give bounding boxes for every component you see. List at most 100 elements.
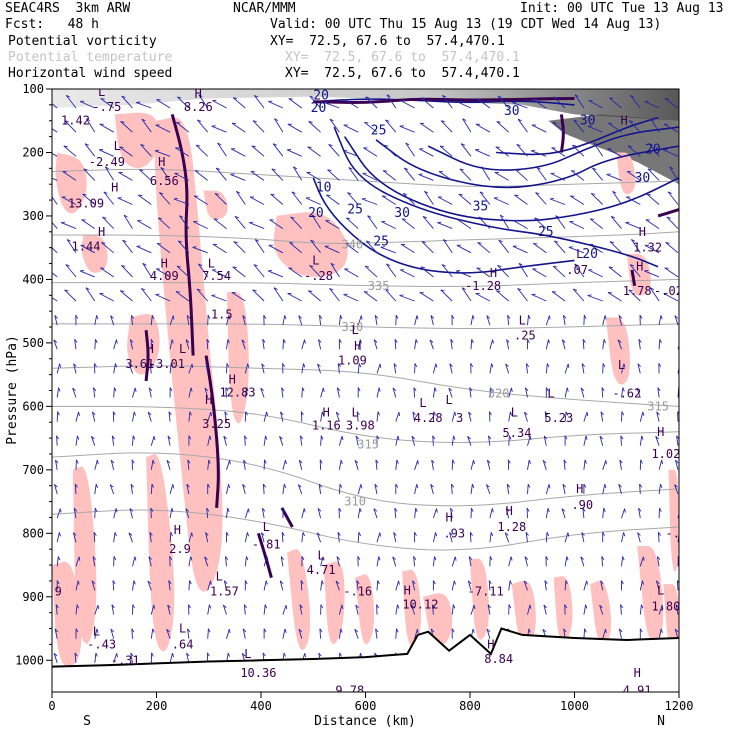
wind-vector-head	[374, 483, 378, 488]
wind-vector-head	[373, 339, 378, 343]
wind-vector	[552, 121, 566, 133]
wind-vector	[301, 387, 303, 398]
wind-vector	[252, 120, 265, 133]
wind-vector	[301, 363, 304, 374]
wind-vector-head	[583, 314, 587, 319]
wind-vector-head	[467, 580, 472, 585]
wind-vector	[154, 150, 171, 157]
wind-vector-head	[110, 315, 114, 319]
wind-vector	[470, 484, 473, 495]
pv-extremum-label: 4.71	[307, 563, 336, 577]
wind-vector	[432, 556, 435, 567]
wind-vector	[562, 315, 566, 326]
wind-vector-head	[360, 315, 363, 320]
wind-vector	[583, 604, 587, 615]
wind-vector-head	[486, 628, 491, 633]
wind-vector	[545, 532, 548, 543]
wind-vector	[618, 315, 622, 326]
wind-vector	[400, 243, 415, 254]
wind-vector-head	[489, 411, 492, 416]
wind-vector-head	[324, 101, 329, 104]
wind-vector	[550, 172, 566, 181]
wind-vector	[169, 532, 172, 543]
wind-vector	[478, 216, 491, 229]
wind-vector-head	[377, 411, 381, 416]
wind-vector-head	[150, 338, 154, 344]
wind-vector	[169, 652, 173, 663]
wind-vector	[583, 411, 588, 422]
wind-vector	[580, 556, 585, 567]
wind-vector	[136, 102, 152, 109]
pv-extremum-label: -2.49	[89, 155, 125, 169]
wind-vector	[469, 532, 472, 543]
wind-vector-head	[318, 652, 322, 657]
wind-vector	[581, 363, 585, 374]
wind-vector-head	[149, 532, 153, 536]
wind-vector	[328, 144, 340, 157]
wind-vector	[94, 484, 97, 495]
wind-vector	[297, 484, 303, 495]
wind-vector-head	[340, 459, 343, 464]
wind-vector	[365, 240, 378, 254]
wind-vector	[658, 315, 662, 326]
wind-vector	[518, 263, 528, 278]
wind-vector	[364, 265, 378, 278]
wind-vector-head	[168, 411, 172, 416]
wind-vector	[132, 387, 136, 398]
field-pv-xy: XY= 72.5, 67.6 to 57.4,470.1	[270, 34, 505, 49]
wind-vector-head	[54, 628, 59, 633]
wind-vector	[450, 508, 453, 519]
wind-vector	[72, 532, 77, 543]
wind-vector	[677, 343, 679, 350]
wind-vector	[282, 604, 287, 615]
pv-extremum-label: 1.16	[312, 418, 341, 432]
wind-vector-head	[411, 604, 415, 609]
wind-vector	[301, 532, 304, 543]
wind-vector-head	[166, 459, 171, 464]
wind-vector-head	[355, 435, 360, 440]
wind-vector-head	[506, 339, 510, 343]
wind-vector	[450, 339, 453, 350]
pv-contour	[256, 532, 273, 579]
wind-vector	[324, 102, 340, 109]
wind-vector	[512, 102, 528, 109]
wind-vector	[177, 240, 190, 254]
wind-vector	[602, 508, 605, 519]
wind-vector	[338, 435, 343, 446]
pv-extremum-label: H	[111, 180, 118, 194]
wind-vector-head	[64, 289, 69, 292]
pv-extremum-label: .07	[566, 263, 588, 277]
wind-vector	[223, 580, 227, 591]
wind-vector-head	[329, 287, 334, 291]
wind-vector-head	[386, 263, 391, 267]
wind-vector-head	[473, 459, 475, 465]
wind-vector-head	[241, 339, 246, 343]
wind-vector-head	[543, 604, 547, 609]
wind-vector-head	[128, 532, 133, 536]
wind-vector	[169, 339, 173, 350]
wind-vector	[66, 239, 77, 254]
wind-vector	[243, 459, 246, 470]
theta-contour	[52, 452, 679, 507]
wind-vector-head	[228, 484, 231, 489]
wind-vector-head	[160, 167, 165, 170]
wind-vector	[55, 459, 58, 470]
wind-vector-head	[336, 387, 341, 391]
wind-speed-contour	[333, 126, 659, 268]
wind-vector-head	[159, 192, 164, 195]
wind-vector-head	[280, 411, 284, 416]
wind-vector-head	[341, 435, 344, 441]
wind-vector-head	[523, 580, 528, 585]
wind-vector	[274, 118, 284, 133]
wind-vector	[545, 363, 548, 374]
wind-vector-head	[620, 435, 624, 440]
wind-vector-head	[491, 508, 494, 513]
wind-vector	[393, 363, 397, 374]
wind-vector-head	[658, 531, 661, 536]
wind-vector-head	[528, 315, 531, 320]
wind-vector-head	[72, 387, 76, 392]
wind-vector	[364, 121, 378, 133]
wind-vector	[609, 241, 622, 254]
wind-vector-head	[300, 580, 304, 585]
wind-vector-head	[536, 167, 541, 170]
